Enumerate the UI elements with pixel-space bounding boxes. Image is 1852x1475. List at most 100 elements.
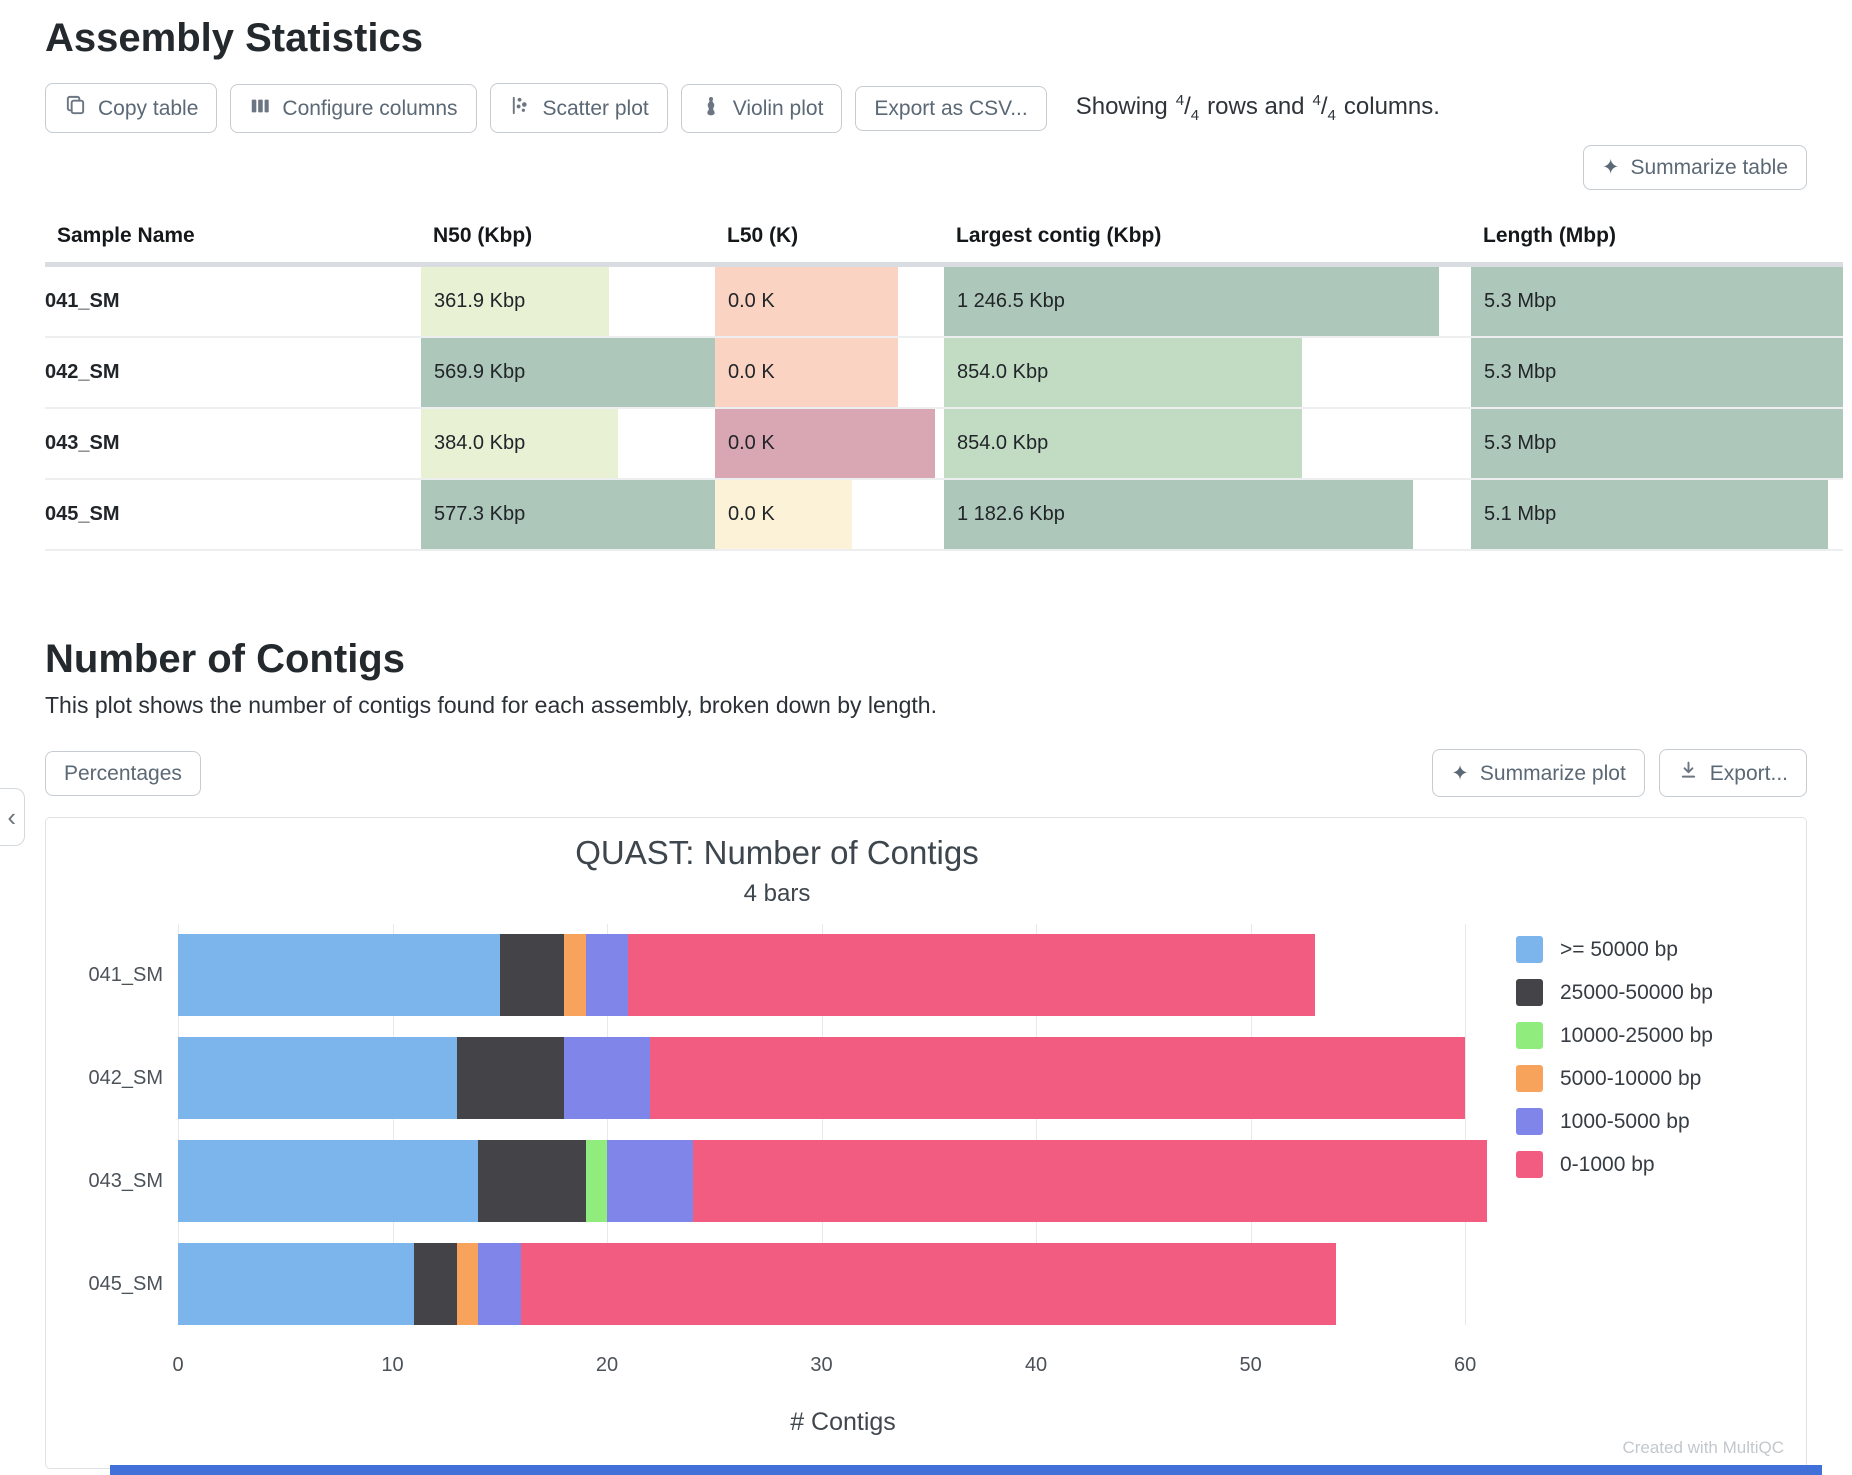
value-cell: 0.0 K bbox=[715, 337, 944, 410]
bar-segment[interactable] bbox=[178, 1243, 414, 1326]
cell-value: 361.9 Kbp bbox=[434, 290, 526, 313]
legend-item[interactable]: >= 50000 bp bbox=[1516, 936, 1806, 964]
table-header-row: Sample Name N50 (Kbp) L50 (K) Largest conti… bbox=[45, 212, 1843, 268]
scatter-plot-button[interactable]: Scatter plot bbox=[489, 83, 668, 134]
summarize-table-button[interactable]: ✦ Summarize table bbox=[1582, 145, 1807, 191]
x-tick-label: 30 bbox=[810, 1354, 833, 1377]
bar-segment[interactable] bbox=[178, 1037, 457, 1120]
copy-icon bbox=[64, 94, 87, 122]
column-header-1[interactable]: N50 (Kbp) bbox=[421, 212, 715, 268]
table-toolbar: Copy table Configure columns Scatter plo… bbox=[45, 83, 1807, 134]
cell-bar: 0.0 K bbox=[715, 409, 935, 479]
value-cell: 5.1 Mbp bbox=[1471, 479, 1843, 552]
page-title-number-of-contigs: Number of Contigs bbox=[45, 637, 405, 682]
sidebar-toggle[interactable]: ‹ bbox=[0, 788, 25, 846]
legend-item[interactable]: 25000-50000 bp bbox=[1516, 979, 1806, 1007]
legend-swatch bbox=[1516, 1108, 1543, 1136]
gridline bbox=[821, 924, 823, 1326]
value-cell: 361.9 Kbp bbox=[421, 264, 715, 339]
cell-value: 577.3 Kbp bbox=[434, 503, 526, 526]
scatter-plot-icon bbox=[509, 94, 532, 122]
columns-icon bbox=[249, 95, 271, 122]
bar-segment[interactable] bbox=[521, 1243, 1337, 1326]
sample-name-cell: 042_SM bbox=[45, 337, 421, 410]
cell-bar: 5.3 Mbp bbox=[1471, 338, 1843, 408]
chevron-left-icon: ‹ bbox=[7, 801, 16, 832]
gridline bbox=[178, 924, 179, 1326]
legend-label: 10000-25000 bp bbox=[1560, 1023, 1713, 1047]
sample-name-cell: 041_SM bbox=[45, 264, 421, 339]
export-plot-button[interactable]: Export... bbox=[1658, 749, 1807, 798]
cell-value: 384.0 Kbp bbox=[434, 432, 526, 455]
bar-segment[interactable] bbox=[692, 1140, 1487, 1223]
bar-segment[interactable] bbox=[649, 1037, 1466, 1120]
cell-value: 5.3 Mbp bbox=[1484, 290, 1557, 313]
bar-045_SM bbox=[178, 1243, 1508, 1326]
legend-item[interactable]: 1000-5000 bp bbox=[1516, 1108, 1806, 1136]
cell-bar: 0.0 K bbox=[715, 267, 899, 337]
bar-segment[interactable] bbox=[628, 934, 1315, 1017]
violin-plot-button[interactable]: Violin plot bbox=[680, 83, 843, 133]
bar-segment[interactable] bbox=[456, 1037, 565, 1120]
chart-legend: >= 50000 bp 25000-50000 bp 10000-25000 bp 5… bbox=[1508, 834, 1806, 1468]
column-header-3[interactable]: Largest contig (Kbp) bbox=[944, 212, 1471, 268]
bar-segment[interactable] bbox=[413, 1243, 457, 1326]
gridline bbox=[1465, 924, 1467, 1326]
summarize-plot-button[interactable]: ✦ Summarize plot bbox=[1432, 749, 1645, 798]
assembly-stats-table: Sample Name N50 (Kbp) L50 (K) Largest conti… bbox=[45, 212, 1843, 552]
configure-columns-button[interactable]: Configure columns bbox=[230, 83, 477, 133]
table-row: 042_SM 569.9 Kbp 0.0 K 854.0 Kbp 5.3 Mbp bbox=[45, 337, 1843, 410]
next-section-partial bbox=[110, 1465, 1822, 1475]
cell-bar: 0.0 K bbox=[715, 480, 853, 550]
value-cell: 384.0 Kbp bbox=[421, 408, 715, 481]
legend-item[interactable]: 10000-25000 bp bbox=[1516, 1022, 1806, 1050]
column-header-sample-name[interactable]: Sample Name bbox=[45, 212, 421, 268]
export-csv-label: Export as CSV... bbox=[874, 96, 1028, 120]
stacked-bar-plot: 041_SM 042_SM 043_SM 045_SM 0 10 20 30 40 50 60 bbox=[46, 924, 1508, 1382]
bar-segment[interactable] bbox=[178, 1140, 479, 1223]
legend-item[interactable]: 5000-10000 bp bbox=[1516, 1065, 1806, 1093]
cell-bar: 5.1 Mbp bbox=[1471, 480, 1829, 550]
bar-segment[interactable] bbox=[564, 1037, 650, 1120]
cell-bar: 384.0 Kbp bbox=[421, 409, 618, 479]
sparkle-icon: ✦ bbox=[1601, 156, 1620, 180]
cell-bar: 361.9 Kbp bbox=[421, 267, 610, 337]
category-label: 043_SM bbox=[88, 1169, 164, 1192]
bar-segment[interactable] bbox=[585, 934, 629, 1017]
column-header-2[interactable]: L50 (K) bbox=[715, 212, 944, 268]
bar-segment[interactable] bbox=[585, 1140, 607, 1223]
cell-value: 0.0 K bbox=[728, 290, 775, 313]
cell-bar: 5.3 Mbp bbox=[1471, 409, 1843, 479]
bar-041_SM bbox=[178, 934, 1508, 1017]
bar-segment[interactable] bbox=[564, 934, 586, 1017]
category-label: 041_SM bbox=[88, 963, 164, 986]
download-icon bbox=[1678, 760, 1699, 786]
export-plot-label: Export... bbox=[1709, 761, 1788, 785]
legend-swatch bbox=[1516, 1151, 1543, 1179]
bar-segment[interactable] bbox=[499, 934, 565, 1017]
gridline bbox=[392, 924, 394, 1326]
table-row: 045_SM 577.3 Kbp 0.0 K 1 182.6 Kbp 5.1 Mbp bbox=[45, 479, 1843, 552]
bar-segment[interactable] bbox=[478, 1140, 586, 1223]
legend-swatch bbox=[1516, 1022, 1543, 1050]
export-csv-button[interactable]: Export as CSV... bbox=[855, 85, 1047, 131]
cell-bar: 5.3 Mbp bbox=[1471, 267, 1843, 337]
bar-segment[interactable] bbox=[456, 1243, 479, 1326]
copy-table-button[interactable]: Copy table bbox=[45, 83, 218, 134]
legend-label: 0-1000 bp bbox=[1560, 1152, 1655, 1176]
x-tick-label: 50 bbox=[1239, 1354, 1262, 1377]
cell-bar: 569.9 Kbp bbox=[421, 338, 715, 408]
value-cell: 1 246.5 Kbp bbox=[944, 264, 1471, 339]
bar-segment[interactable] bbox=[607, 1140, 693, 1223]
cell-bar: 1 246.5 Kbp bbox=[944, 267, 1440, 337]
configure-columns-label: Configure columns bbox=[282, 96, 458, 120]
percentages-toggle-button[interactable]: Percentages bbox=[45, 750, 201, 796]
legend-swatch bbox=[1516, 936, 1543, 964]
bar-segment[interactable] bbox=[178, 934, 500, 1017]
cell-value: 1 246.5 Kbp bbox=[957, 290, 1065, 313]
column-header-4[interactable]: Length (Mbp) bbox=[1471, 212, 1843, 268]
bar-segment[interactable] bbox=[478, 1243, 522, 1326]
gridline bbox=[1250, 924, 1252, 1326]
cell-value: 1 182.6 Kbp bbox=[957, 503, 1065, 526]
legend-item[interactable]: 0-1000 bp bbox=[1516, 1151, 1806, 1179]
